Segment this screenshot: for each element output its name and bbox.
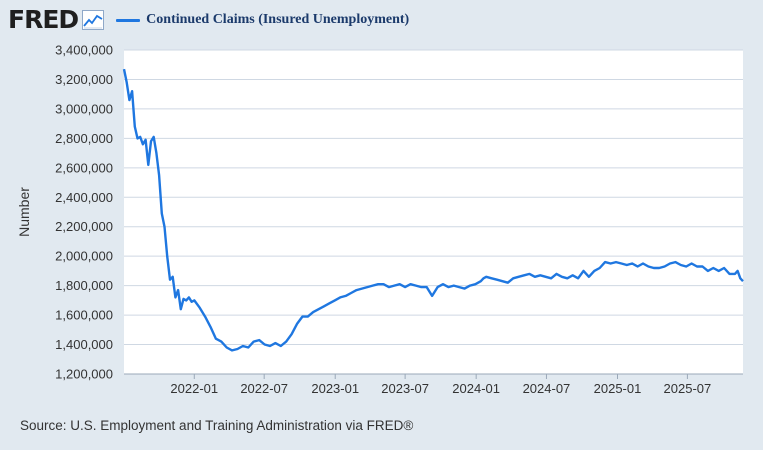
- y-axis-label: Number: [16, 187, 32, 237]
- y-tick-label: 3,000,000: [55, 101, 113, 116]
- y-tick-label: 3,200,000: [55, 72, 113, 87]
- y-tick-label: 2,000,000: [55, 249, 113, 264]
- plot-area: [124, 50, 743, 374]
- y-tick-label: 1,800,000: [55, 278, 113, 293]
- series-layer: [122, 68, 744, 352]
- x-tick-label: 2025-01: [594, 381, 642, 396]
- x-axis: 2022-01 2022-07 2023-01 2023-07 2024-01 2024-…: [124, 373, 743, 396]
- fred-logo[interactable]: FRED: [8, 5, 79, 34]
- x-tick-label: 2023-07: [381, 381, 429, 396]
- source-note: Source: U.S. Employment and Training Adm…: [20, 418, 414, 433]
- x-tick-label: 2022-01: [170, 381, 218, 396]
- x-tick-label: 2022-07: [240, 381, 288, 396]
- legend-label: Continued Claims (Insured Unemployment): [146, 12, 410, 27]
- x-tick-label: 2024-01: [452, 381, 500, 396]
- series-line: [122, 68, 744, 352]
- y-tick-label: 2,400,000: [55, 190, 113, 205]
- line-chart: 1,200,000 1,400,000 1,600,000 1,800,000 2,00…: [16, 43, 744, 396]
- y-axis: 1,200,000 1,400,000 1,600,000 1,800,000 2,00…: [55, 43, 113, 382]
- legend: Continued Claims (Insured Unemployment): [116, 12, 409, 28]
- y-tick-label: 1,400,000: [55, 337, 113, 352]
- legend-swatch: [116, 18, 141, 22]
- y-tick-label: 1,200,000: [55, 367, 113, 382]
- chart-header: FRED Continued Claims (Insured Unemploym…: [8, 6, 409, 34]
- x-tick-label: 2024-07: [523, 381, 571, 396]
- y-tick-label: 2,200,000: [55, 219, 113, 234]
- x-tick-label: 2023-01: [311, 381, 359, 396]
- x-tick-label: 2025-07: [664, 381, 712, 396]
- trend-line-icon: [82, 10, 105, 30]
- y-tick-label: 1,600,000: [55, 308, 113, 323]
- y-tick-label: 3,400,000: [55, 43, 113, 58]
- y-tick-label: 2,600,000: [55, 160, 113, 175]
- y-tick-label: 2,800,000: [55, 131, 113, 146]
